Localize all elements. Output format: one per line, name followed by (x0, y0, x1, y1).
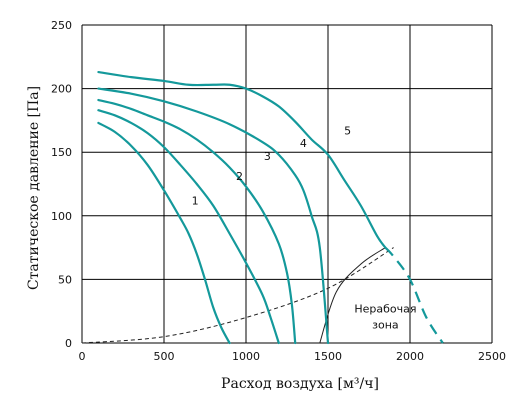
curve-labels: 1 2 3 4 5 (192, 124, 352, 207)
y-axis-title: Статическое давление [Па] (26, 86, 42, 290)
y-tick-label: 100 (51, 210, 72, 223)
x-tick-label: 0 (79, 350, 86, 363)
curve-label-1: 1 (192, 194, 199, 207)
curve-3 (97, 98, 297, 345)
curve-5-extension (384, 246, 444, 344)
x-tick-labels: 0 500 1000 1500 2000 2500 (79, 350, 507, 363)
x-tick-label: 2000 (396, 350, 424, 363)
curve-5 (97, 70, 387, 249)
x-axis-title: Расход воздуха [м³/ч] (221, 376, 379, 392)
y-tick-label: 0 (65, 337, 72, 350)
system-curve (81, 247, 394, 344)
zone-label-line-1: Нерабочая (354, 302, 416, 315)
y-tick-label: 150 (51, 146, 72, 159)
x-tick-label: 500 (154, 350, 175, 363)
grid (81, 24, 493, 344)
zone-label-line-2: зона (372, 318, 399, 331)
y-tick-label: 200 (51, 83, 72, 96)
curve-label-5: 5 (344, 124, 351, 137)
curve-2 (97, 109, 280, 345)
x-tick-label: 1500 (314, 350, 342, 363)
x-tick-label: 1000 (232, 350, 260, 363)
y-tick-label: 250 (51, 19, 72, 32)
curve-label-2: 2 (236, 170, 243, 183)
curve-4 (97, 87, 330, 345)
curve-1 (97, 121, 231, 345)
x-tick-label: 2500 (478, 350, 506, 363)
y-tick-label: 50 (58, 273, 72, 286)
curve-label-3: 3 (264, 150, 271, 163)
curves (81, 70, 444, 345)
curve-label-4: 4 (300, 137, 307, 150)
y-tick-labels: 0 50 100 150 200 250 (51, 19, 72, 350)
